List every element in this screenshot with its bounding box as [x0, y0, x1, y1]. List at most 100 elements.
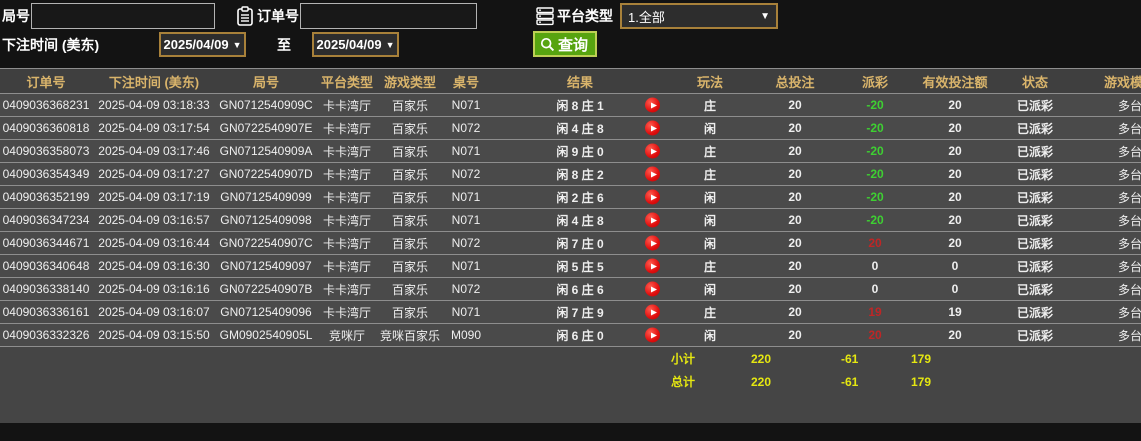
cell-table-number: N072 — [442, 117, 490, 140]
cell-result: 闲 2 庄 6 — [490, 186, 670, 209]
platform-type-select[interactable]: 1.全部 ▼ — [620, 3, 778, 29]
order-number-input[interactable] — [300, 3, 477, 29]
cell-total-bet: 20 — [750, 117, 840, 140]
cell-platform-type: 卡卡湾厅 — [316, 209, 378, 232]
play-icon[interactable] — [645, 189, 660, 205]
cell-order-number: 0409036368231 — [0, 94, 92, 117]
cell-payout: -20 — [840, 163, 910, 186]
list-stack-icon — [536, 6, 554, 26]
cell-game-type: 百家乐 — [378, 140, 442, 163]
result-text: 闲 9 庄 0 — [556, 144, 604, 159]
cell-round-number: GN07125409098 — [216, 209, 316, 232]
cell-result: 闲 7 庄 0 — [490, 232, 670, 255]
play-icon[interactable] — [645, 281, 660, 297]
cell-bet-time: 2025-04-09 03:15:50 — [92, 324, 216, 347]
cell-play-type: 庄 — [670, 301, 750, 324]
cell-bet-time: 2025-04-09 03:17:46 — [92, 140, 216, 163]
play-icon[interactable] — [645, 166, 660, 182]
grand-total-valid-bet: 179 — [910, 370, 1000, 393]
result-text: 闲 6 庄 0 — [556, 328, 604, 343]
play-icon[interactable] — [645, 143, 660, 159]
table-row: 0409036347234 2025-04-09 03:16:57 GN0712… — [0, 209, 1141, 232]
cell-valid-bet: 20 — [910, 140, 1000, 163]
round-number-input[interactable] — [31, 3, 215, 29]
play-icon[interactable] — [645, 120, 660, 136]
cell-play-type: 闲 — [670, 232, 750, 255]
table-body: 0409036368231 2025-04-09 03:18:33 GN0712… — [0, 94, 1141, 347]
order-number-label: 订单号 — [257, 8, 299, 24]
result-text: 闲 4 庄 8 — [556, 121, 604, 136]
cell-payout: -20 — [840, 140, 910, 163]
bet-time-label: 下注时间 (美东) — [2, 37, 100, 53]
cell-order-number: 0409036336161 — [0, 301, 92, 324]
result-text: 闲 7 庄 9 — [556, 305, 604, 320]
table-row: 0409036358073 2025-04-09 03:17:46 GN0712… — [0, 140, 1141, 163]
cell-table-number: N071 — [442, 94, 490, 117]
table-row: 0409036336161 2025-04-09 03:16:07 GN0712… — [0, 301, 1141, 324]
table-header-row: 订单号 下注时间 (美东) 局号 平台类型 游戏类型 桌号 结果 玩法 总投注 … — [0, 68, 1141, 94]
play-icon[interactable] — [645, 97, 660, 113]
table-row: 0409036332326 2025-04-09 03:15:50 GM0902… — [0, 324, 1141, 347]
search-icon — [540, 37, 555, 52]
cell-bet-time: 2025-04-09 03:16:16 — [92, 278, 216, 301]
cell-result: 闲 6 庄 6 — [490, 278, 670, 301]
cell-table-number: M090 — [442, 324, 490, 347]
cell-valid-bet: 20 — [910, 324, 1000, 347]
cell-total-bet: 20 — [750, 186, 840, 209]
cell-status: 已派彩 — [1000, 324, 1070, 347]
cell-round-number: GN0722540907C — [216, 232, 316, 255]
cell-status: 已派彩 — [1000, 117, 1070, 140]
cell-platform-type: 竞咪厅 — [316, 324, 378, 347]
play-icon[interactable] — [645, 258, 660, 274]
cell-game-mode: 多台 — [1070, 255, 1141, 278]
cell-payout: 20 — [840, 232, 910, 255]
cell-result: 闲 5 庄 5 — [490, 255, 670, 278]
cell-total-bet: 20 — [750, 324, 840, 347]
cell-platform-type: 卡卡湾厅 — [316, 140, 378, 163]
play-icon[interactable] — [645, 212, 660, 228]
cell-valid-bet: 20 — [910, 94, 1000, 117]
cell-result: 闲 9 庄 0 — [490, 140, 670, 163]
play-icon[interactable] — [645, 327, 660, 343]
header-game-mode: 游戏模式 — [1070, 68, 1141, 94]
cell-platform-type: 卡卡湾厅 — [316, 186, 378, 209]
cell-game-mode: 多台 — [1070, 94, 1141, 117]
cell-round-number: GN07125409097 — [216, 255, 316, 278]
result-text: 闲 4 庄 8 — [556, 213, 604, 228]
cell-bet-time: 2025-04-09 03:16:07 — [92, 301, 216, 324]
cell-play-type: 闲 — [670, 186, 750, 209]
cell-total-bet: 20 — [750, 232, 840, 255]
cell-round-number: GN0712540909C — [216, 94, 316, 117]
cell-bet-time: 2025-04-09 03:16:57 — [92, 209, 216, 232]
cell-status: 已派彩 — [1000, 255, 1070, 278]
cell-game-type: 百家乐 — [378, 186, 442, 209]
cell-result: 闲 4 庄 8 — [490, 117, 670, 140]
grand-total-row: 总计 220 -61 179 — [0, 370, 1141, 393]
search-button[interactable]: 查询 — [533, 31, 598, 57]
clipboard-icon — [236, 6, 254, 26]
table-row: 0409036344671 2025-04-09 03:16:44 GN0722… — [0, 232, 1141, 255]
date-to-value: 2025/04/09 — [316, 37, 382, 52]
cell-payout: -20 — [840, 186, 910, 209]
header-result: 结果 — [490, 68, 670, 94]
play-icon[interactable] — [645, 235, 660, 251]
subtotal-payout: -61 — [840, 347, 910, 370]
cell-round-number: GN0722540907D — [216, 163, 316, 186]
cell-platform-type: 卡卡湾厅 — [316, 163, 378, 186]
result-text: 闲 5 庄 5 — [556, 259, 604, 274]
cell-status: 已派彩 — [1000, 140, 1070, 163]
table-row: 0409036352199 2025-04-09 03:17:19 GN0712… — [0, 186, 1141, 209]
cell-total-bet: 20 — [750, 255, 840, 278]
cell-game-mode: 多台 — [1070, 301, 1141, 324]
cell-play-type: 庄 — [670, 140, 750, 163]
date-to-picker[interactable]: 2025/04/09 ▼ — [312, 32, 399, 57]
date-from-picker[interactable]: 2025/04/09 ▼ — [159, 32, 246, 57]
header-platform-type: 平台类型 — [316, 68, 378, 94]
cell-table-number: N071 — [442, 255, 490, 278]
play-icon[interactable] — [645, 304, 660, 320]
cell-result: 闲 7 庄 9 — [490, 301, 670, 324]
cell-bet-time: 2025-04-09 03:16:30 — [92, 255, 216, 278]
cell-order-number: 0409036354349 — [0, 163, 92, 186]
cell-platform-type: 卡卡湾厅 — [316, 117, 378, 140]
cell-game-type: 百家乐 — [378, 301, 442, 324]
